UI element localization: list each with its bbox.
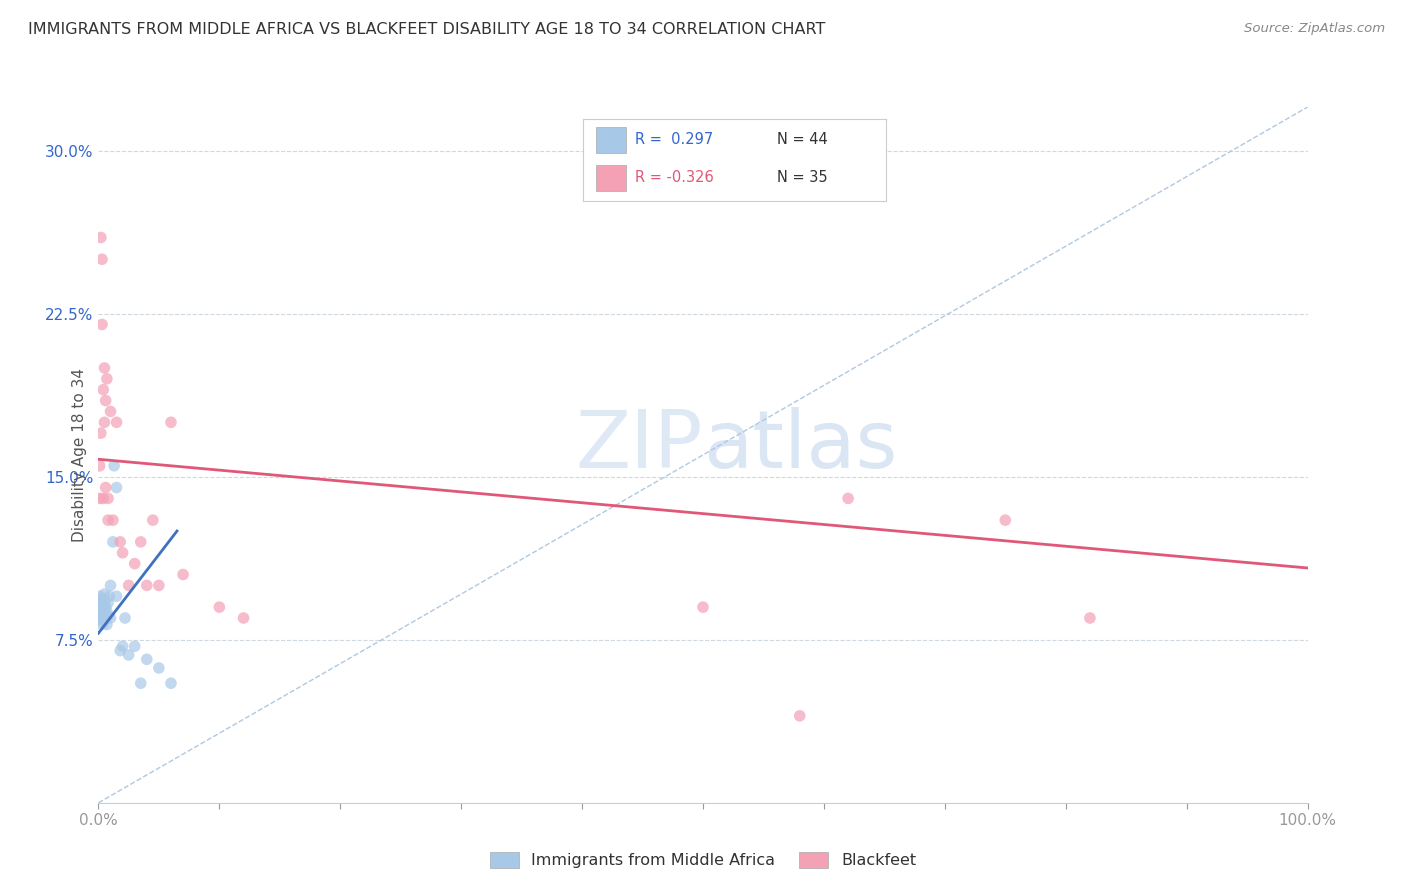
Point bbox=[105, 481, 128, 495]
Point bbox=[1078, 611, 1101, 625]
Point bbox=[118, 648, 141, 662]
Point bbox=[692, 600, 714, 615]
Point bbox=[994, 513, 1017, 527]
Point bbox=[101, 535, 124, 549]
Point bbox=[89, 458, 111, 473]
Point bbox=[94, 611, 117, 625]
Point bbox=[94, 481, 117, 495]
Point bbox=[91, 615, 114, 630]
Point bbox=[89, 596, 111, 610]
Point bbox=[789, 708, 811, 723]
Point bbox=[89, 598, 111, 612]
Point bbox=[91, 252, 114, 267]
Point bbox=[96, 605, 118, 619]
Point bbox=[93, 587, 115, 601]
Point bbox=[129, 676, 152, 690]
Text: Source: ZipAtlas.com: Source: ZipAtlas.com bbox=[1244, 22, 1385, 36]
Point bbox=[89, 611, 111, 625]
Point bbox=[93, 607, 115, 621]
Bar bbox=[596, 165, 626, 191]
Point bbox=[837, 491, 859, 506]
Point bbox=[89, 605, 111, 619]
Text: R =  0.297: R = 0.297 bbox=[636, 132, 713, 147]
Point bbox=[114, 611, 136, 625]
Point bbox=[100, 578, 122, 592]
Point bbox=[90, 230, 112, 244]
Point bbox=[97, 513, 120, 527]
Point bbox=[87, 605, 110, 619]
Point bbox=[135, 652, 157, 666]
Text: R = -0.326: R = -0.326 bbox=[636, 169, 714, 185]
Point bbox=[100, 404, 122, 418]
Point bbox=[91, 617, 114, 632]
Point bbox=[160, 676, 183, 690]
Point bbox=[91, 605, 114, 619]
Point bbox=[89, 589, 111, 603]
Y-axis label: Disability Age 18 to 34: Disability Age 18 to 34 bbox=[72, 368, 87, 542]
Point bbox=[97, 608, 120, 623]
Point bbox=[90, 608, 112, 623]
Point bbox=[90, 593, 112, 607]
Point bbox=[129, 535, 152, 549]
Point bbox=[172, 567, 194, 582]
Point bbox=[91, 611, 114, 625]
Point bbox=[118, 578, 141, 592]
Point bbox=[160, 415, 183, 429]
Point bbox=[94, 600, 117, 615]
Point bbox=[91, 318, 114, 332]
Point bbox=[90, 600, 112, 615]
Point bbox=[91, 491, 114, 506]
Point bbox=[108, 535, 131, 549]
Point bbox=[91, 605, 114, 619]
Point bbox=[232, 611, 254, 625]
Point bbox=[93, 360, 115, 375]
Point bbox=[148, 578, 170, 592]
Point bbox=[105, 415, 128, 429]
Point bbox=[100, 611, 122, 625]
Point bbox=[111, 546, 134, 560]
Point bbox=[101, 513, 124, 527]
Point bbox=[93, 415, 115, 429]
Point bbox=[97, 596, 120, 610]
Point bbox=[103, 458, 125, 473]
Point bbox=[90, 607, 112, 621]
Point bbox=[111, 639, 134, 653]
Point bbox=[89, 600, 111, 615]
Text: N = 35: N = 35 bbox=[778, 169, 828, 185]
Point bbox=[98, 589, 121, 603]
Point bbox=[108, 643, 131, 657]
Point bbox=[97, 491, 120, 506]
Text: N = 44: N = 44 bbox=[778, 132, 828, 147]
Point bbox=[90, 426, 112, 441]
Point bbox=[96, 372, 118, 386]
Point bbox=[142, 513, 165, 527]
Point bbox=[89, 491, 111, 506]
Text: atlas: atlas bbox=[703, 407, 897, 485]
Point bbox=[124, 557, 146, 571]
Point bbox=[93, 593, 115, 607]
Point bbox=[91, 598, 114, 612]
Point bbox=[90, 591, 112, 606]
Text: IMMIGRANTS FROM MIDDLE AFRICA VS BLACKFEET DISABILITY AGE 18 TO 34 CORRELATION C: IMMIGRANTS FROM MIDDLE AFRICA VS BLACKFE… bbox=[28, 22, 825, 37]
Legend: Immigrants from Middle Africa, Blackfeet: Immigrants from Middle Africa, Blackfeet bbox=[484, 846, 922, 875]
Point bbox=[94, 393, 117, 408]
Point bbox=[148, 661, 170, 675]
Point bbox=[124, 639, 146, 653]
Point bbox=[91, 600, 114, 615]
Point bbox=[135, 578, 157, 592]
Point bbox=[208, 600, 231, 615]
Bar bbox=[596, 127, 626, 153]
Point bbox=[105, 589, 128, 603]
Point bbox=[91, 383, 114, 397]
Text: ZIP: ZIP bbox=[575, 407, 703, 485]
Point bbox=[96, 617, 118, 632]
